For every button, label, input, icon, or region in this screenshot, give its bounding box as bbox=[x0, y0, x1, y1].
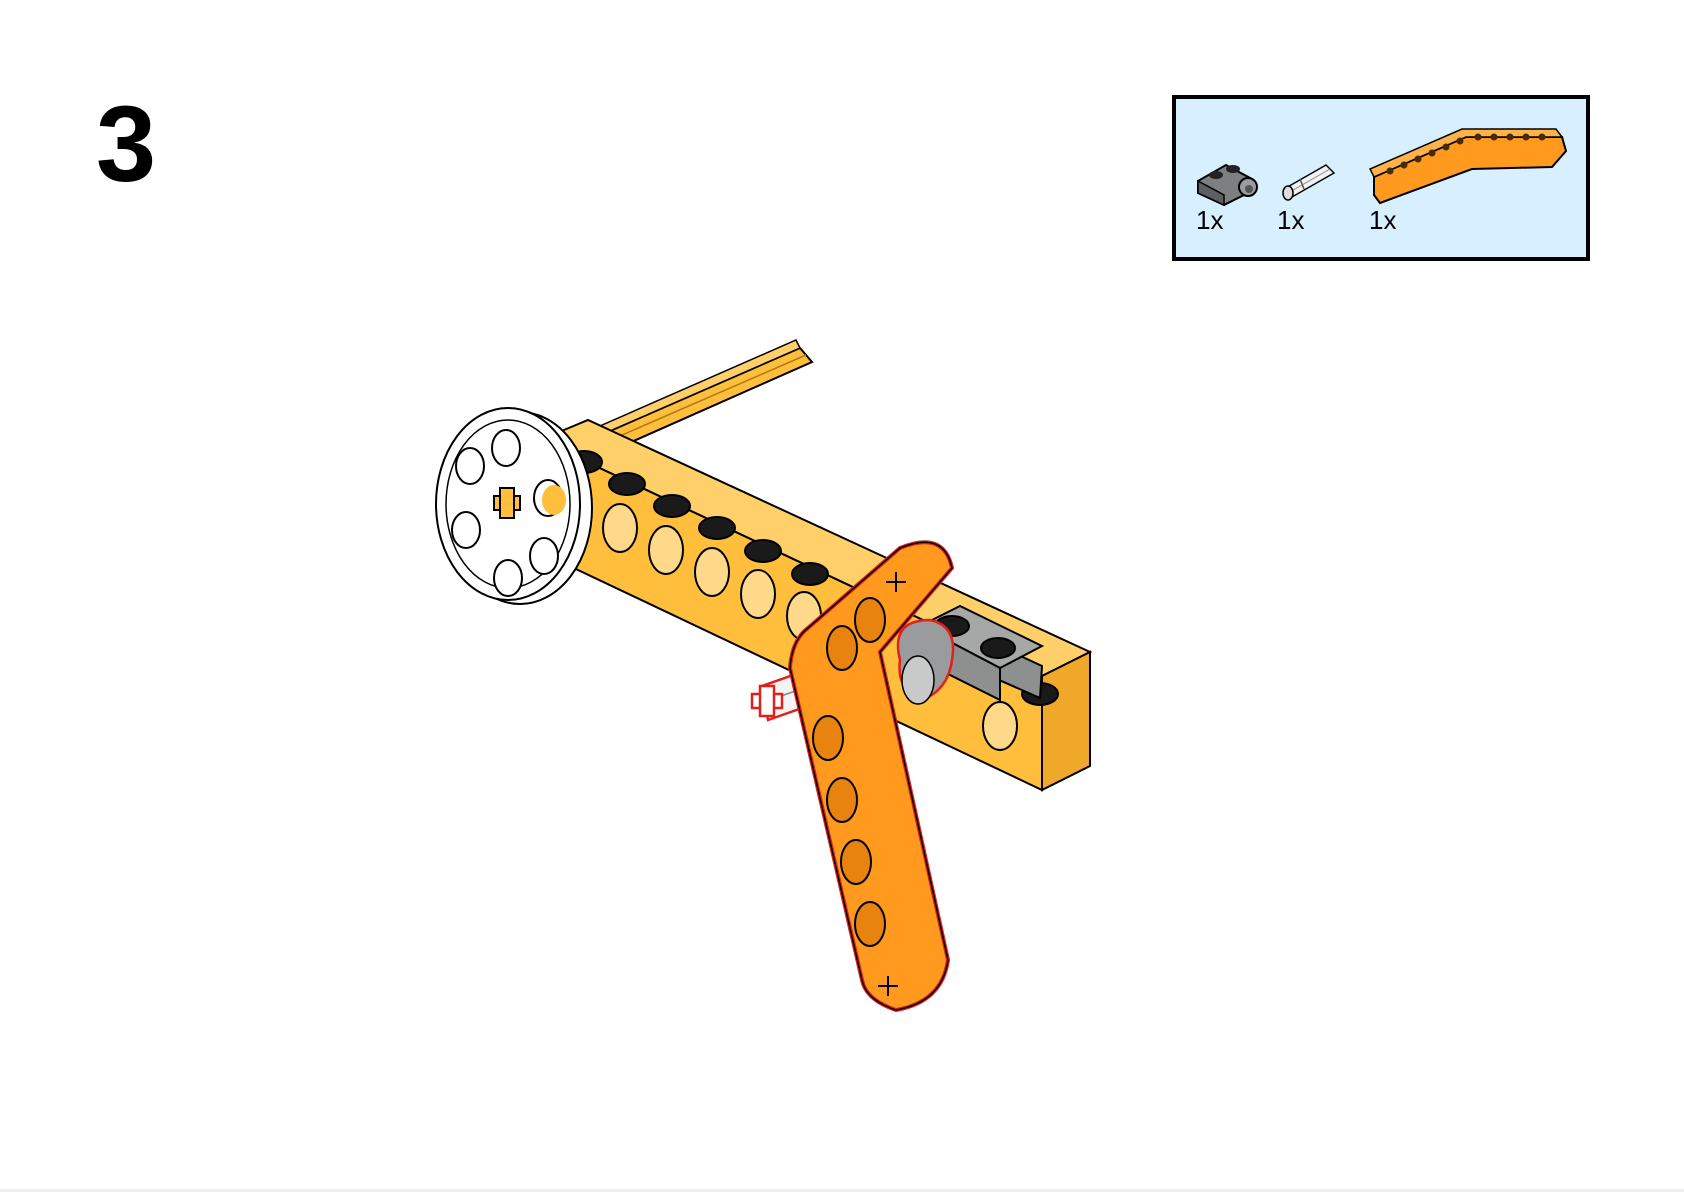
orange-angled-beam-icon bbox=[1368, 128, 1568, 205]
page-bottom-divider bbox=[0, 1189, 1684, 1192]
quantity-label: 1x bbox=[1277, 205, 1305, 235]
parts-list-box: 1x 1x 1x bbox=[1172, 95, 1590, 261]
grey-clip-plate-icon bbox=[1197, 163, 1258, 207]
white-pulley-wheel bbox=[435, 407, 593, 605]
grey-axle-pin-icon bbox=[1282, 164, 1336, 201]
orange-angled-beam bbox=[787, 540, 955, 1013]
step-number: 3 bbox=[96, 83, 157, 204]
quantity-label: 1x bbox=[1196, 205, 1224, 235]
grey-clip-plate bbox=[896, 604, 1045, 705]
parts-list-illustrations bbox=[1197, 128, 1568, 207]
quantity-label: 1x bbox=[1369, 205, 1397, 235]
